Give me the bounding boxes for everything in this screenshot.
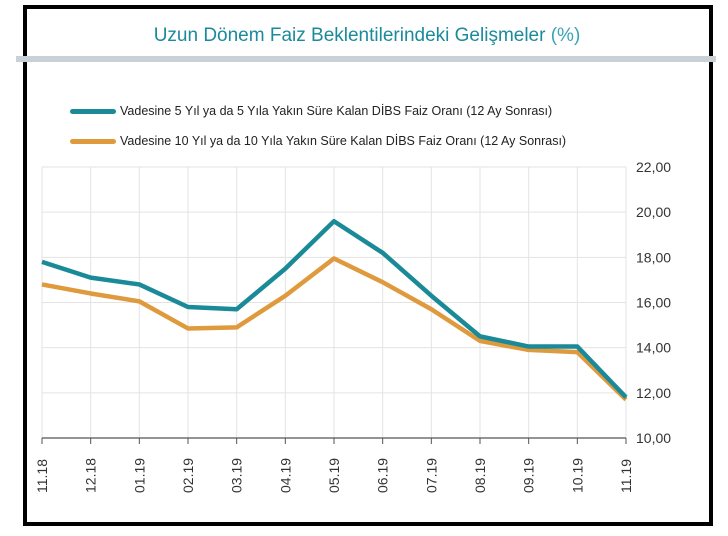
x-tick-label: 11.18 bbox=[34, 459, 50, 493]
x-tick-label: 06.19 bbox=[375, 458, 391, 493]
legend-label-10y: Vadesine 10 Yıl ya da 10 Yıla Yakın Süre… bbox=[120, 134, 567, 148]
x-tick-label: 07.19 bbox=[423, 458, 439, 493]
y-tick-label: 12,00 bbox=[636, 385, 671, 401]
legend-item-10y: Vadesine 10 Yıl ya da 10 Yıla Yakın Süre… bbox=[70, 134, 566, 148]
y-tick-label: 22,00 bbox=[636, 159, 671, 175]
y-tick-label: 10,00 bbox=[636, 430, 671, 446]
x-tick-label: 11.19 bbox=[618, 459, 634, 493]
separator-bar bbox=[16, 56, 716, 62]
x-tick-label: 10.19 bbox=[569, 458, 585, 493]
legend-label-5y: Vadesine 5 Yıl ya da 5 Yıla Yakın Süre K… bbox=[120, 104, 553, 118]
x-tick-label: 03.19 bbox=[229, 458, 245, 493]
legend-item-5y: Vadesine 5 Yıl ya da 5 Yıla Yakın Süre K… bbox=[70, 104, 552, 118]
x-tick-label: 01.19 bbox=[131, 458, 147, 493]
x-tick-label: 04.19 bbox=[277, 458, 293, 493]
y-tick-label: 20,00 bbox=[636, 204, 671, 220]
title-unit: (%) bbox=[550, 25, 581, 46]
y-tick-label: 18,00 bbox=[636, 249, 671, 265]
x-tick-label: 05.19 bbox=[326, 458, 342, 493]
x-tick-label: 02.19 bbox=[180, 458, 196, 493]
legend-swatch-10y bbox=[70, 138, 116, 144]
x-tick-label: 09.19 bbox=[521, 458, 537, 493]
y-tick-label: 16,00 bbox=[636, 295, 671, 311]
legend-swatch-5y bbox=[70, 108, 116, 114]
chart-frame: Uzun Dönem Faiz Beklentilerindeki Gelişm… bbox=[23, 5, 713, 526]
y-tick-label: 14,00 bbox=[636, 340, 671, 356]
x-tick-label: 08.19 bbox=[472, 458, 488, 493]
x-tick-label: 12.18 bbox=[83, 458, 99, 493]
chart-title: Uzun Dönem Faiz Beklentilerindeki Gelişm… bbox=[153, 25, 581, 46]
